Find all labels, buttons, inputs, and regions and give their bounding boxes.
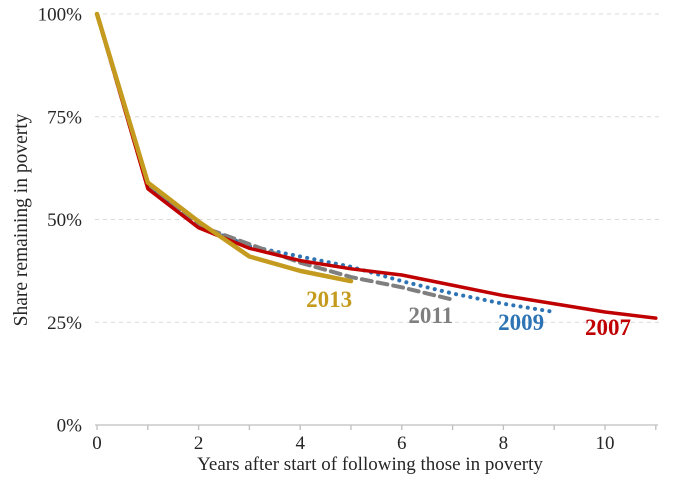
y-tick-label: 50% bbox=[47, 210, 82, 231]
series-2007-line bbox=[95, 12, 658, 320]
series-2007-label: 2007 bbox=[585, 315, 631, 340]
x-tick-label: 10 bbox=[596, 433, 615, 454]
series-2011-label: 2011 bbox=[408, 303, 453, 328]
x-tick-label: 8 bbox=[499, 433, 509, 454]
series-2011-line bbox=[95, 12, 455, 302]
series-2009-line bbox=[95, 12, 557, 314]
x-tick-label: 0 bbox=[92, 433, 102, 454]
y-tick-label: 0% bbox=[57, 416, 83, 437]
series-2013-label: 2013 bbox=[306, 287, 352, 312]
y-axis-title: Share remaining in poverty bbox=[11, 113, 32, 326]
x-tick-label: 6 bbox=[397, 433, 407, 454]
series-2013-line bbox=[94, 11, 354, 284]
x-tick-label: 2 bbox=[194, 433, 204, 454]
x-tick-label: 4 bbox=[295, 433, 305, 454]
y-tick-label: 25% bbox=[47, 313, 82, 334]
y-tick-label: 75% bbox=[47, 107, 82, 128]
series-2009-label: 2009 bbox=[498, 310, 544, 335]
x-axis-title: Years after start of following those in … bbox=[197, 454, 543, 475]
y-tick-label: 100% bbox=[38, 5, 83, 26]
